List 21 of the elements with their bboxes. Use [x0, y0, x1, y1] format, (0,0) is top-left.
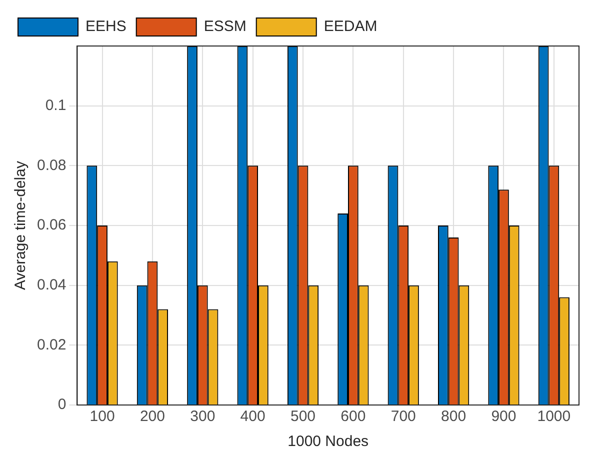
y-tick-label: 0.08 — [36, 156, 66, 174]
x-tick-label: 900 — [491, 408, 516, 426]
legend-label: EEHS — [86, 18, 126, 36]
y-tick-label: 0.1 — [45, 96, 66, 114]
x-tick-label: 500 — [290, 408, 316, 426]
y-tick-label: 0.02 — [36, 336, 66, 354]
y-tick-label: 0.04 — [36, 276, 66, 294]
y-tick-label: 0.06 — [36, 216, 66, 234]
legend-label: ESSM — [204, 18, 246, 36]
x-tick-label: 200 — [140, 408, 165, 426]
x-tick-label: 300 — [190, 408, 216, 426]
legend-label: EEDAM — [324, 18, 378, 36]
x-tick-label: 600 — [340, 408, 366, 426]
y-axis-title: Average time-delay — [12, 160, 30, 290]
y-tick-label: 0 — [58, 396, 66, 414]
x-axis-title: 1000 Nodes — [288, 433, 369, 450]
x-tick-label: 100 — [90, 408, 115, 426]
x-tick-label: 400 — [240, 408, 266, 426]
x-tick-label: 700 — [390, 408, 416, 426]
x-tick-label: 800 — [441, 408, 466, 426]
x-tick-label: 1000 — [537, 408, 571, 426]
